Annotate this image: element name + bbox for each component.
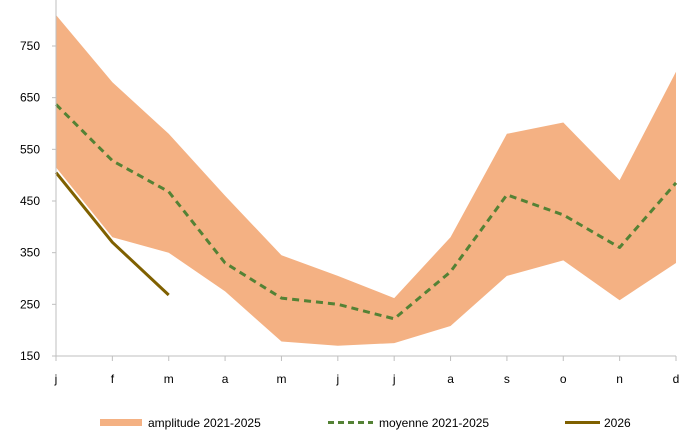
x-tick-label: o [560,372,567,386]
tick-layer: 150 250 350 450 550 650 750 j f m a m j j a s o n d [20,39,679,386]
x-tick-label: j [392,372,396,386]
x-tick-label: j [335,372,339,386]
x-tick-label: a [447,372,454,386]
y-tick-label: 450 [20,194,40,208]
plot-band-layer [56,15,676,346]
x-tick-label: m [164,372,174,386]
y-tick-label: 650 [20,91,40,105]
x-tick-label: j [54,372,58,386]
legend-label-2026: 2026 [604,416,631,430]
y-tick-label: 750 [20,39,40,53]
x-tick-label: n [616,372,623,386]
legend: amplitude 2021-2025 moyenne 2021-2025 20… [100,416,631,430]
x-tick-label: f [111,372,115,386]
y-tick-label: 550 [20,142,40,156]
series-line-1 [54,171,170,297]
plot-lines-layer [54,103,678,321]
x-tick-label: s [504,372,510,386]
y-tick-label: 350 [20,246,40,260]
x-tick-label: m [276,372,286,386]
x-tick-label: d [673,372,680,386]
y-tick-label: 150 [20,349,40,363]
legend-label-band: amplitude 2021-2025 [148,416,261,430]
y-tick-label: 250 [20,297,40,311]
band-area [56,15,676,346]
legend-swatch-band [100,419,142,426]
x-tick-label: a [222,372,229,386]
series-line-0 [54,103,678,321]
axes [55,0,676,357]
legend-label-moyenne: moyenne 2021-2025 [379,416,489,430]
